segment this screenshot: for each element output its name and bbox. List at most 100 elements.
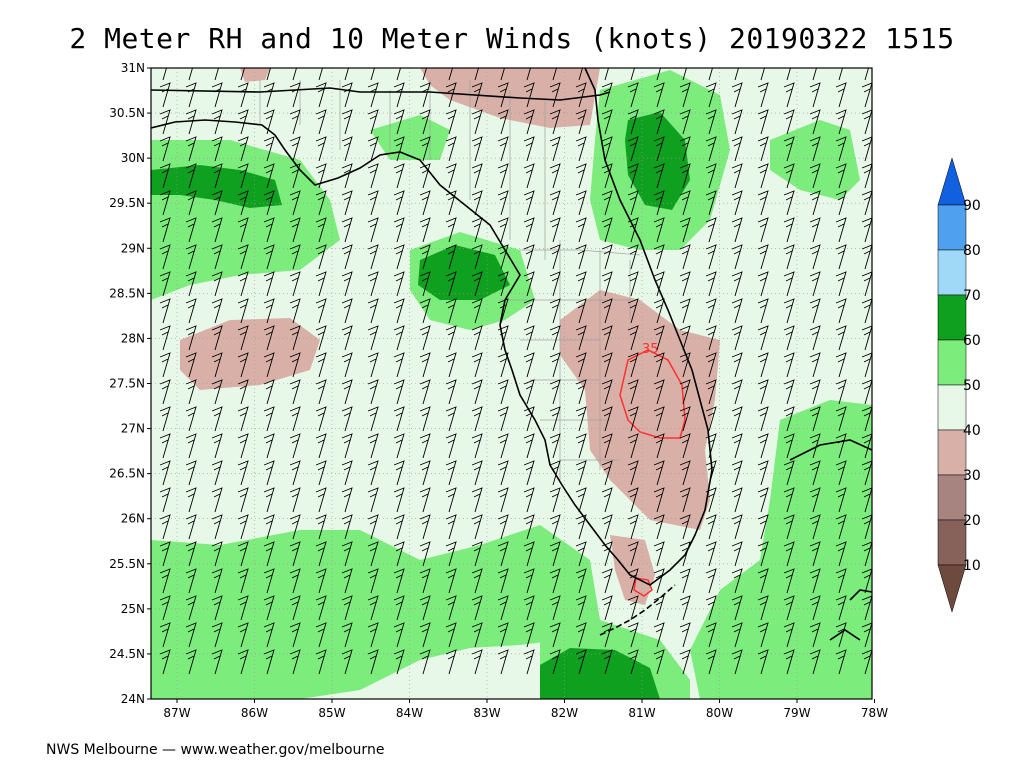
wind-barb [523,271,535,297]
wind-barb [237,433,249,459]
wind-barb [367,460,379,486]
wind-barb [861,541,872,567]
wind-barb [627,541,639,567]
wind-barb [653,514,665,540]
wind-barb [159,406,171,432]
wind-barb [653,379,665,405]
wind-barb [159,352,171,378]
wind-barb [549,352,561,378]
wind-barb [627,298,639,324]
lat-label: 29N [121,241,145,255]
wind-barb [393,568,405,594]
wind-barb [341,433,353,459]
wind-barb [679,163,691,189]
wind-barb [731,622,743,648]
wind-barb [835,82,847,108]
wind-barb [393,190,405,216]
wind-barb [809,163,821,189]
wind-barb [237,82,249,108]
wind-barbs [159,68,872,675]
wind-barb [835,244,847,270]
wind-barb [708,68,713,81]
wind-barb [497,298,509,324]
wind-barb [445,541,457,567]
wind-barb [471,379,483,405]
wind-barb [549,487,561,513]
wind-barb [159,136,171,162]
lat-label: 30N [121,151,145,165]
wind-barb [185,595,197,621]
wind-barb [835,298,847,324]
wind-barb [783,244,795,270]
wind-barb [289,487,301,513]
wind-barb [367,82,379,108]
wind-barb [705,541,717,567]
wind-barb [471,433,483,459]
wind-barb [237,541,249,567]
wind-barb [393,379,405,405]
wind-barb [471,136,483,162]
wind-barb [159,109,171,135]
wind-barb [523,568,535,594]
wind-barb [211,595,223,621]
wind-barb [549,136,561,162]
wind-barb [523,352,535,378]
wind-barb [341,82,353,108]
wind-barb [627,109,639,135]
wind-barb [783,136,795,162]
wind-barb [552,68,557,81]
wind-barb [835,568,847,594]
wind-barb [601,379,613,405]
wind-barb [341,325,353,351]
wind-barb [705,136,717,162]
wind-barb [188,68,193,81]
wind-barb [289,649,301,675]
wind-barb [835,649,847,675]
wind-barb [263,298,275,324]
wind-barb [575,433,587,459]
legend-label-30: 30 [963,468,981,484]
wind-barb [315,595,327,621]
wind-barb [835,406,847,432]
wind-barb [783,514,795,540]
wind-barb [471,460,483,486]
wind-barb [757,190,769,216]
wind-barb [471,595,483,621]
wind-barb [315,514,327,540]
lat-label: 24.5N [109,647,145,661]
wind-barb [393,487,405,513]
wind-barb [393,622,405,648]
wind-barb [240,68,245,81]
legend-label-60: 60 [963,333,981,349]
wind-barb [731,595,743,621]
wind-barb [471,244,483,270]
wind-barb [604,68,609,81]
wind-barb [549,325,561,351]
wind-barb [705,406,717,432]
wind-barb [341,163,353,189]
wind-barb [185,271,197,297]
legend-swatch-20-30 [937,474,967,521]
wind-barb [159,163,171,189]
wind-barb [159,433,171,459]
wind-barb [396,68,401,81]
wind-barb [471,217,483,243]
wind-barb [861,82,872,108]
wind-barb [575,649,587,675]
legend-label-80: 80 [963,243,981,259]
wind-barb [627,271,639,297]
wind-barb [497,244,509,270]
wind-barb [367,352,379,378]
wind-barb [705,568,717,594]
wind-barb [367,433,379,459]
wind-barb [237,460,249,486]
county-boundaries [259,80,641,480]
wind-barb [549,163,561,189]
wind-barb [159,190,171,216]
wind-barb [289,109,301,135]
wind-barb [497,406,509,432]
legend-swatch-60-70 [937,294,967,341]
wind-barb [471,82,483,108]
wind-barb [861,568,872,594]
